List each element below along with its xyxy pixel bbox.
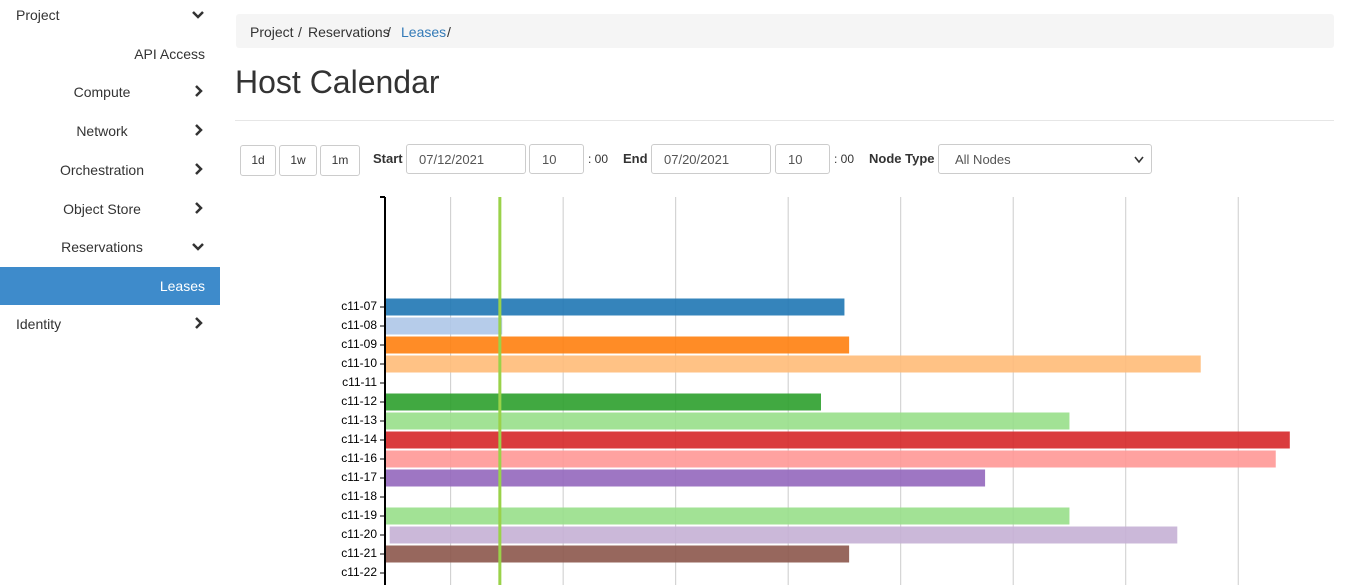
select-caret (1134, 156, 1144, 164)
bar (385, 412, 1070, 430)
crumb-sep: / (298, 24, 302, 40)
y-tick-label: c11-12 (341, 394, 377, 408)
y-tick-label: c11-10 (341, 356, 377, 370)
bar (385, 469, 986, 487)
y-tick-label: c11-19 (341, 508, 377, 522)
end-label: End (623, 151, 648, 166)
y-tick-label: c11-18 (341, 489, 377, 503)
y-tick-label: c11-14 (341, 432, 377, 446)
y-tick-label: c11-16 (341, 451, 377, 465)
end-minutes: : 00 (834, 152, 855, 166)
start-label: Start (373, 151, 403, 166)
nav-item[interactable]: Orchestration (59, 162, 145, 178)
breadcrumb: Project / Reservations / Leases / (236, 14, 1334, 48)
chevrons (192, 11, 204, 329)
page-title: Host Calendar (235, 64, 440, 100)
start-minutes: : 00 (588, 152, 609, 166)
y-tick-label: c11-08 (341, 318, 377, 332)
start-hour[interactable]: 10 (529, 144, 584, 174)
bar (385, 431, 1290, 449)
nav-item[interactable]: API Access (134, 46, 205, 62)
nav-active-bg (0, 267, 220, 305)
start-date[interactable]: 07/12/2021 (406, 144, 526, 174)
chart: c11-07 c11-08 c11-09 c11-10 c11-11 c11-12 c11-… (341, 196, 1290, 585)
bar (385, 507, 1070, 525)
nav-item[interactable]: Project (16, 7, 60, 23)
y-tick-label: c11-20 (341, 527, 377, 541)
end-hour[interactable]: 10 (775, 144, 830, 174)
node-type-select[interactable]: All Nodes (938, 144, 1152, 174)
bar (385, 355, 1201, 373)
y-tick-label: c11-17 (341, 470, 377, 484)
y-tick-label: c11-09 (341, 337, 377, 351)
nav-item[interactable]: Identity (16, 316, 62, 332)
range-button[interactable]: 1d (240, 145, 276, 176)
nav-item[interactable]: Reservations (61, 239, 143, 255)
end-date[interactable]: 07/20/2021 (651, 144, 771, 174)
nav-item[interactable]: Compute (73, 84, 131, 100)
bar (385, 393, 821, 411)
y-tick-label: c11-21 (341, 546, 377, 560)
nav-item[interactable]: Object Store (63, 201, 141, 217)
crumb-sep: / (447, 24, 451, 40)
range-button[interactable]: 1w (279, 145, 317, 176)
crumb[interactable]: Leases (401, 24, 447, 40)
y-tick-label: c11-22 (341, 565, 377, 579)
range-button[interactable]: 1m (320, 145, 360, 176)
nav-item[interactable]: Network (76, 123, 128, 139)
bar (385, 298, 845, 316)
nav-item[interactable]: Leases (159, 278, 205, 294)
y-tick-label: c11-07 (341, 299, 377, 313)
bar (385, 336, 850, 354)
crumb[interactable]: Project (250, 24, 294, 40)
bar (385, 450, 1276, 468)
divider (235, 120, 1334, 121)
bar (389, 526, 1178, 544)
crumb[interactable]: Reservations (308, 24, 390, 40)
y-tick-label: c11-11 (342, 375, 377, 389)
y-tick-label: c11-13 (341, 413, 377, 427)
crumb-sep: / (387, 24, 391, 40)
bar (385, 545, 850, 563)
node-type-label: Node Type (869, 151, 935, 166)
bar (385, 317, 503, 335)
